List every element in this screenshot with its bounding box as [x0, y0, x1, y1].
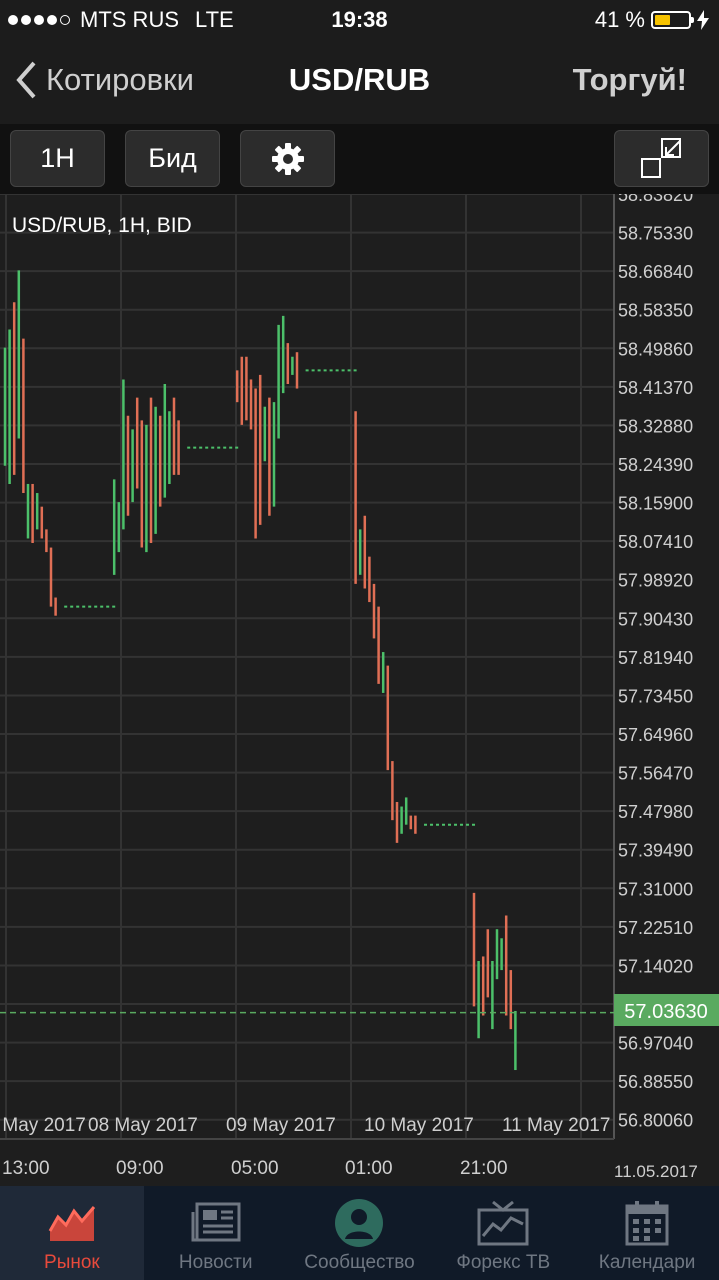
- y-tick-label: 57.98920: [618, 571, 693, 591]
- settings-button[interactable]: [240, 130, 335, 187]
- tab-news-label: Новости: [178, 1252, 253, 1273]
- y-tick-label: 57.14020: [618, 956, 693, 976]
- y-tick-label: 58.66840: [618, 262, 693, 282]
- x-date-label: 11 May 2017: [502, 1115, 610, 1136]
- trade-button[interactable]: Торгуй!: [572, 62, 687, 97]
- tab-forex-tv-label: Форекс ТВ: [456, 1252, 551, 1273]
- chart-toolbar: 1H Бид: [0, 124, 719, 194]
- collapse-chart-button[interactable]: [614, 130, 709, 187]
- current-price-label: 57.03630: [624, 1001, 707, 1023]
- tab-calendar[interactable]: Календари: [575, 1186, 719, 1280]
- status-bar: MTS RUS LTE 19:38 41 %: [0, 0, 719, 40]
- x-time-label: 05:00: [231, 1158, 279, 1179]
- tab-market[interactable]: Рынок: [0, 1186, 144, 1280]
- tab-calendar-label: Календари: [598, 1252, 696, 1273]
- y-tick-label: 58.75330: [618, 224, 693, 244]
- x-date-label: 10 May 2017: [364, 1115, 474, 1136]
- newspaper-icon: [191, 1194, 241, 1252]
- tab-market-label: Рынок: [44, 1252, 100, 1273]
- x-time-label: 01:00: [345, 1158, 393, 1179]
- back-button-label: Котировки: [46, 62, 194, 97]
- calendar-icon: [624, 1194, 670, 1252]
- x-time-label: 09:00: [116, 1158, 164, 1179]
- y-tick-label: 58.83820: [618, 194, 693, 205]
- y-tick-label: 58.24390: [618, 455, 693, 475]
- collapse-icon: [640, 137, 681, 178]
- timeframe-button[interactable]: 1H: [10, 130, 105, 187]
- carrier-name: MTS RUS: [80, 7, 179, 32]
- y-tick-label: 58.07410: [618, 532, 693, 552]
- x-date-label: 07 May 2017: [0, 1115, 86, 1136]
- y-tick-label: 58.32880: [618, 416, 693, 436]
- x-time-label: 13:00: [2, 1158, 50, 1179]
- y-tick-label: 56.80060: [618, 1111, 693, 1131]
- tab-news[interactable]: Новости: [144, 1186, 288, 1280]
- x-date-label: 08 May 2017: [88, 1115, 198, 1136]
- tab-bar: Рынок Новости Сообщество: [0, 1186, 719, 1280]
- battery-status: 41 %: [595, 7, 709, 33]
- chart-date-label: 11.05.2017: [614, 1162, 698, 1181]
- y-tick-label: 58.41370: [618, 378, 693, 398]
- chevron-left-icon: [16, 61, 36, 99]
- navigation-bar: Котировки USD/RUB Торгуй!: [0, 40, 719, 125]
- network-type: LTE: [195, 7, 234, 32]
- community-user-icon: [334, 1194, 384, 1252]
- y-tick-label: 57.64960: [618, 725, 693, 745]
- gear-icon: [271, 142, 304, 175]
- tab-forex-tv[interactable]: Форекс ТВ: [431, 1186, 575, 1280]
- y-tick-label: 57.90430: [618, 609, 693, 629]
- price-type-button[interactable]: Бид: [125, 130, 220, 187]
- tab-community-label: Сообщество: [304, 1252, 415, 1273]
- clock: 19:38: [331, 7, 388, 32]
- chart-canvas[interactable]: 58.83820 58.75330 58.66840 58.58350 58.49860…: [0, 185, 719, 1186]
- charging-bolt-icon: [697, 10, 709, 30]
- battery-percent: 41 %: [594, 7, 645, 32]
- chart-legend: USD/RUB, 1H, BID: [12, 214, 192, 237]
- y-tick-label: 57.73450: [618, 686, 693, 706]
- carrier-info: MTS RUS LTE: [8, 7, 234, 33]
- battery-icon: [651, 11, 694, 29]
- signal-icon: [8, 15, 70, 25]
- current-price-tag: [614, 994, 719, 1026]
- y-tick-label: 56.97040: [618, 1034, 693, 1054]
- y-tick-label: 57.81940: [618, 648, 693, 668]
- y-tick-label: 57.56470: [618, 764, 693, 784]
- y-tick-label: 58.58350: [618, 301, 693, 321]
- x-date-label: 09 May 2017: [226, 1115, 336, 1136]
- tab-community[interactable]: Сообщество: [288, 1186, 432, 1280]
- market-chart-icon: [48, 1194, 96, 1252]
- price-chart[interactable]: 58.83820 58.75330 58.66840 58.58350 58.49860…: [0, 185, 719, 1186]
- y-tick-label: 57.31000: [618, 879, 693, 899]
- y-tick-label: 57.47980: [618, 802, 693, 822]
- x-time-label: 21:00: [460, 1158, 508, 1179]
- y-tick-label: 56.88550: [618, 1072, 693, 1092]
- back-button[interactable]: Котировки: [14, 60, 194, 100]
- y-tick-label: 58.15900: [618, 494, 693, 514]
- forex-tv-icon: [477, 1194, 529, 1252]
- y-tick-label: 58.49860: [618, 339, 693, 359]
- y-tick-label: 57.22510: [618, 918, 693, 938]
- y-tick-label: 57.39490: [618, 841, 693, 861]
